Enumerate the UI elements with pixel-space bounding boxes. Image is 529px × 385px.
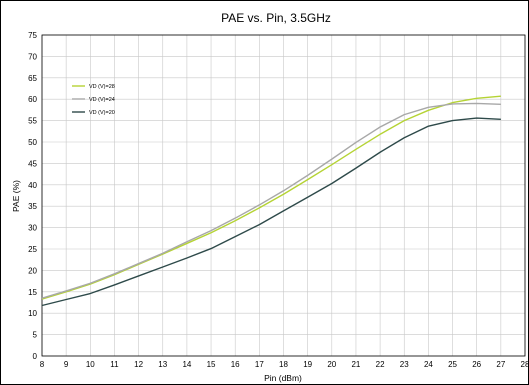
y-axis-label: PAE (%) — [11, 180, 21, 212]
y-tick-label: 55 — [28, 117, 37, 126]
x-tick-label: 15 — [207, 360, 216, 369]
legend-label-1: VD (V)=28 — [89, 84, 115, 90]
chart-title: PAE vs. Pin, 3.5GHz — [221, 11, 331, 25]
y-tick-label: 75 — [28, 31, 37, 40]
y-tick-label: 70 — [28, 52, 37, 61]
y-tick-label: 0 — [33, 352, 38, 361]
x-tick-label: 19 — [303, 360, 312, 369]
legend-label-3: VD (V)=20 — [89, 110, 115, 116]
series-line-3 — [41, 117, 501, 307]
plot-area — [41, 34, 526, 357]
x-tick-label: 28 — [521, 360, 529, 369]
x-tick-label: 24 — [424, 360, 433, 369]
series-lines — [41, 95, 501, 307]
x-tick-label: 18 — [279, 360, 288, 369]
x-tick-label: 16 — [231, 360, 240, 369]
x-tick-label: 21 — [351, 360, 360, 369]
y-tick-label: 20 — [28, 266, 37, 275]
y-tick-label: 10 — [28, 309, 37, 318]
x-axis-ticks: 8 9 10 11 12 13 14 15 16 17 18 19 20 21 22 23 24 25 26 27 28 — [40, 360, 529, 369]
x-tick-label: 14 — [182, 360, 191, 369]
series-line-1 — [41, 95, 501, 300]
x-tick-label: 22 — [376, 360, 385, 369]
y-tick-label: 30 — [28, 224, 37, 233]
y-tick-label: 35 — [28, 202, 37, 211]
y-tick-label: 65 — [28, 74, 37, 83]
x-tick-label: 17 — [255, 360, 264, 369]
x-tick-label: 12 — [134, 360, 143, 369]
x-tick-label: 23 — [400, 360, 409, 369]
y-tick-label: 5 — [33, 331, 38, 340]
x-tick-label: 9 — [64, 360, 69, 369]
x-tick-label: 27 — [496, 360, 505, 369]
series-line-2 — [41, 102, 501, 299]
x-tick-label: 25 — [448, 360, 457, 369]
x-tick-label: 10 — [86, 360, 95, 369]
x-tick-label: 11 — [110, 360, 119, 369]
x-tick-label: 8 — [40, 360, 45, 369]
y-tick-label: 25 — [28, 245, 37, 254]
x-axis-label: Pin (dBm) — [264, 373, 302, 383]
y-tick-label: 60 — [28, 95, 37, 104]
y-tick-label: 40 — [28, 181, 37, 190]
x-tick-label: 26 — [472, 360, 481, 369]
y-tick-label: 15 — [28, 288, 37, 297]
legend: VD (V)=28 VD (V)=24 VD (V)=20 — [72, 84, 115, 116]
legend-label-2: VD (V)=24 — [89, 97, 115, 103]
y-axis-ticks: 0 5 10 15 20 25 30 35 40 45 50 55 60 65 70 75 — [28, 31, 37, 361]
x-tick-label: 20 — [327, 360, 336, 369]
y-tick-label: 50 — [28, 138, 37, 147]
y-tick-label: 45 — [28, 159, 37, 168]
x-tick-label: 13 — [158, 360, 167, 369]
